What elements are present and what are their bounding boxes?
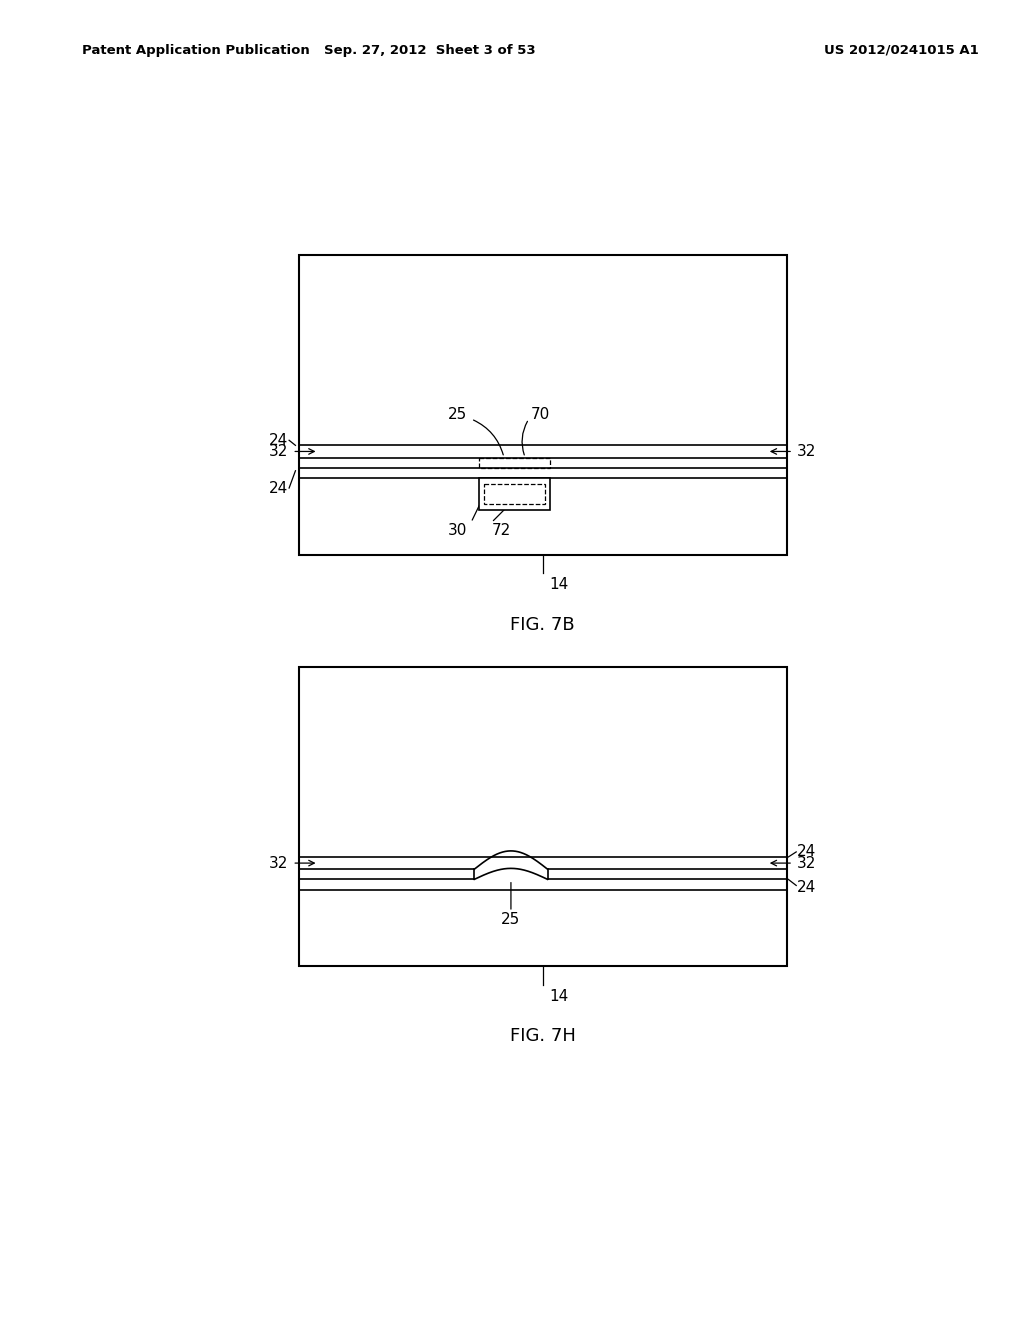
Text: 32: 32 <box>797 855 816 871</box>
Text: Patent Application Publication: Patent Application Publication <box>82 44 309 57</box>
Text: 14: 14 <box>549 989 568 1003</box>
Text: 72: 72 <box>492 523 511 537</box>
Bar <box>484 484 545 504</box>
Text: Sep. 27, 2012  Sheet 3 of 53: Sep. 27, 2012 Sheet 3 of 53 <box>325 44 536 57</box>
Text: 32: 32 <box>269 444 289 459</box>
Text: 24: 24 <box>797 845 816 859</box>
Text: 32: 32 <box>797 444 816 459</box>
Bar <box>299 667 786 966</box>
Text: 24: 24 <box>269 433 289 447</box>
Text: 14: 14 <box>549 577 568 593</box>
Bar <box>299 255 786 554</box>
Text: 30: 30 <box>447 523 467 537</box>
Bar <box>479 478 550 511</box>
Text: 70: 70 <box>530 408 550 422</box>
Text: 25: 25 <box>447 408 467 422</box>
Text: US 2012/0241015 A1: US 2012/0241015 A1 <box>823 44 979 57</box>
Text: 32: 32 <box>269 855 289 871</box>
Text: 25: 25 <box>502 912 520 927</box>
Text: FIG. 7H: FIG. 7H <box>510 1027 575 1045</box>
Bar <box>479 458 550 467</box>
Text: FIG. 7B: FIG. 7B <box>510 615 574 634</box>
Text: 24: 24 <box>797 880 816 895</box>
Text: 24: 24 <box>269 480 289 495</box>
